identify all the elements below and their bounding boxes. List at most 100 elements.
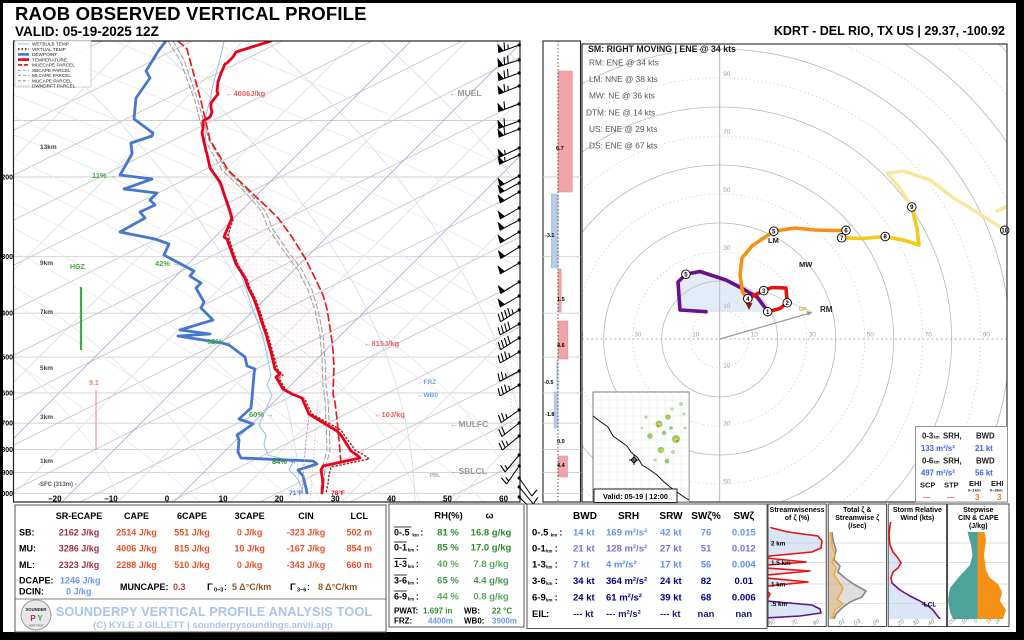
svg-text:km: km — [546, 548, 552, 553]
svg-text:nan: nan — [735, 609, 752, 620]
svg-text:DCAPE:: DCAPE: — [19, 576, 54, 586]
svg-text:30: 30 — [331, 494, 340, 503]
svg-text:km: km — [408, 597, 414, 602]
svg-text:4 m²/s²: 4 m²/s² — [606, 560, 637, 571]
svg-text:-343 J/kg: -343 J/kg — [287, 560, 326, 570]
svg-text:-3.1: -3.1 — [545, 233, 554, 239]
svg-text:50: 50 — [443, 494, 452, 503]
svg-text:44 %: 44 % — [437, 592, 459, 603]
svg-text:km: km — [546, 565, 552, 570]
svg-text:2288 J/kg: 2288 J/kg — [116, 560, 157, 570]
svg-text:7 kt: 7 kt — [573, 560, 590, 571]
svg-text:0.004: 0.004 — [732, 560, 756, 571]
svg-text:5: 5 — [684, 272, 688, 278]
svg-text:68: 68 — [701, 593, 712, 604]
svg-text:497 m²/s²: 497 m²/s² — [921, 469, 955, 478]
svg-text:Wind (kts): Wind (kts) — [901, 515, 935, 522]
svg-text:10: 10 — [751, 332, 759, 339]
svg-text:.5 km: .5 km — [771, 601, 788, 608]
svg-text:0.3: 0.3 — [173, 582, 186, 592]
svg-text:0.012: 0.012 — [732, 543, 756, 554]
svg-text:200: 200 — [1, 175, 13, 182]
svg-text:14 kt: 14 kt — [573, 527, 595, 538]
svg-text:21 kt: 21 kt — [573, 543, 595, 554]
svg-text:6.7: 6.7 — [556, 146, 564, 152]
svg-text:40: 40 — [387, 494, 396, 503]
svg-text:MW: MW — [799, 260, 813, 269]
svg-text:3-6: 3-6 — [532, 576, 546, 587]
svg-text:RH(%): RH(%) — [434, 511, 463, 522]
svg-text:VERT PROF: VERT PROF — [29, 624, 44, 628]
svg-text:3900m: 3900m — [492, 617, 517, 626]
svg-text:0.8 g/kg: 0.8 g/kg — [473, 592, 509, 603]
svg-text:0.006: 0.006 — [732, 593, 756, 604]
svg-text:1-3: 1-3 — [532, 560, 546, 571]
svg-text:FRZ:: FRZ: — [394, 617, 412, 626]
svg-text:.01: .01 — [837, 619, 847, 628]
svg-text:6-9: 6-9 — [394, 592, 407, 602]
svg-text:1km: 1km — [40, 458, 53, 465]
svg-text:9km: 9km — [40, 260, 53, 267]
svg-text:0−1km: 0−1km — [968, 488, 981, 493]
svg-text:40: 40 — [927, 619, 936, 628]
svg-text:50: 50 — [723, 479, 731, 486]
svg-text:9: 9 — [910, 205, 914, 211]
svg-text:60% →: 60% → — [249, 410, 274, 419]
svg-text:0.015: 0.015 — [732, 527, 756, 538]
svg-text:8: 8 — [884, 235, 888, 241]
svg-text:81 %: 81 % — [437, 528, 459, 539]
svg-text:DS: ENE @ 67 kts: DS: ENE @ 67 kts — [589, 141, 657, 151]
svg-text:DWNDRFT PARCEL: DWNDRFT PARCEL — [32, 84, 76, 89]
svg-text:SRH,: SRH, — [943, 457, 962, 466]
svg-text:-1.8: -1.8 — [545, 412, 554, 418]
svg-text:854 m: 854 m — [347, 544, 373, 554]
svg-text:56 kt: 56 kt — [975, 469, 993, 478]
svg-text:-SFC (313m) -: -SFC (313m) - — [38, 482, 77, 488]
svg-text:CAPE: CAPE — [124, 511, 149, 521]
svg-text:DEWPOINT: DEWPOINT — [32, 52, 57, 57]
svg-text:2514 J/kg: 2514 J/kg — [116, 528, 157, 538]
svg-text:0−3km: 0−3km — [990, 488, 1003, 493]
svg-text:1k: 1k — [985, 617, 993, 625]
svg-text:←PBL: ←PBL — [424, 473, 441, 479]
svg-text:2k: 2k — [993, 617, 1002, 626]
svg-text:10: 10 — [219, 494, 228, 503]
svg-text:TEMPERATURE: TEMPERATURE — [32, 57, 67, 62]
svg-text:←MULFC: ←MULFC — [450, 419, 488, 429]
svg-text:km: km — [408, 581, 414, 586]
svg-text:2 km: 2 km — [771, 541, 786, 548]
svg-text::: : — [224, 582, 227, 592]
svg-text:7: 7 — [840, 236, 844, 242]
svg-text:0.01: 0.01 — [735, 576, 754, 587]
svg-text:50: 50 — [768, 619, 777, 628]
svg-text:Γ: Γ — [207, 582, 213, 593]
svg-text:0−3: 0−3 — [214, 588, 223, 594]
svg-text:STP: STP — [944, 481, 959, 490]
svg-text:133 m²/s²: 133 m²/s² — [921, 444, 955, 453]
svg-text:EHI: EHI — [969, 479, 982, 488]
svg-text:78°F: 78°F — [331, 489, 345, 497]
svg-text:1-3: 1-3 — [394, 559, 407, 569]
svg-text:←WB0: ←WB0 — [417, 392, 438, 399]
svg-text:EIL: EIL — [532, 609, 547, 620]
svg-text::: : — [559, 527, 562, 538]
svg-text:1: 1 — [766, 310, 770, 316]
svg-text:0-.5: 0-.5 — [532, 527, 549, 538]
svg-text:2: 2 — [786, 301, 790, 307]
svg-text:0-6: 0-6 — [922, 457, 934, 466]
svg-text:42% →: 42% → — [155, 259, 180, 268]
svg-text:km: km — [934, 460, 940, 465]
svg-text:30: 30 — [723, 245, 731, 252]
svg-text:24 kt: 24 kt — [660, 576, 682, 587]
svg-text:←815J/kg: ←815J/kg — [364, 339, 399, 348]
svg-text:4.6: 4.6 — [557, 343, 565, 349]
svg-text:10: 10 — [692, 332, 700, 339]
svg-text:60: 60 — [499, 494, 508, 503]
svg-text:24 kt: 24 kt — [573, 593, 595, 604]
svg-text:←10J/kg: ←10J/kg — [374, 410, 405, 419]
svg-text:BWD: BWD — [573, 511, 597, 522]
svg-text:76: 76 — [701, 527, 712, 538]
svg-text:90: 90 — [723, 71, 731, 78]
svg-text:0: 0 — [973, 618, 979, 624]
svg-text:0-1: 0-1 — [532, 543, 546, 554]
